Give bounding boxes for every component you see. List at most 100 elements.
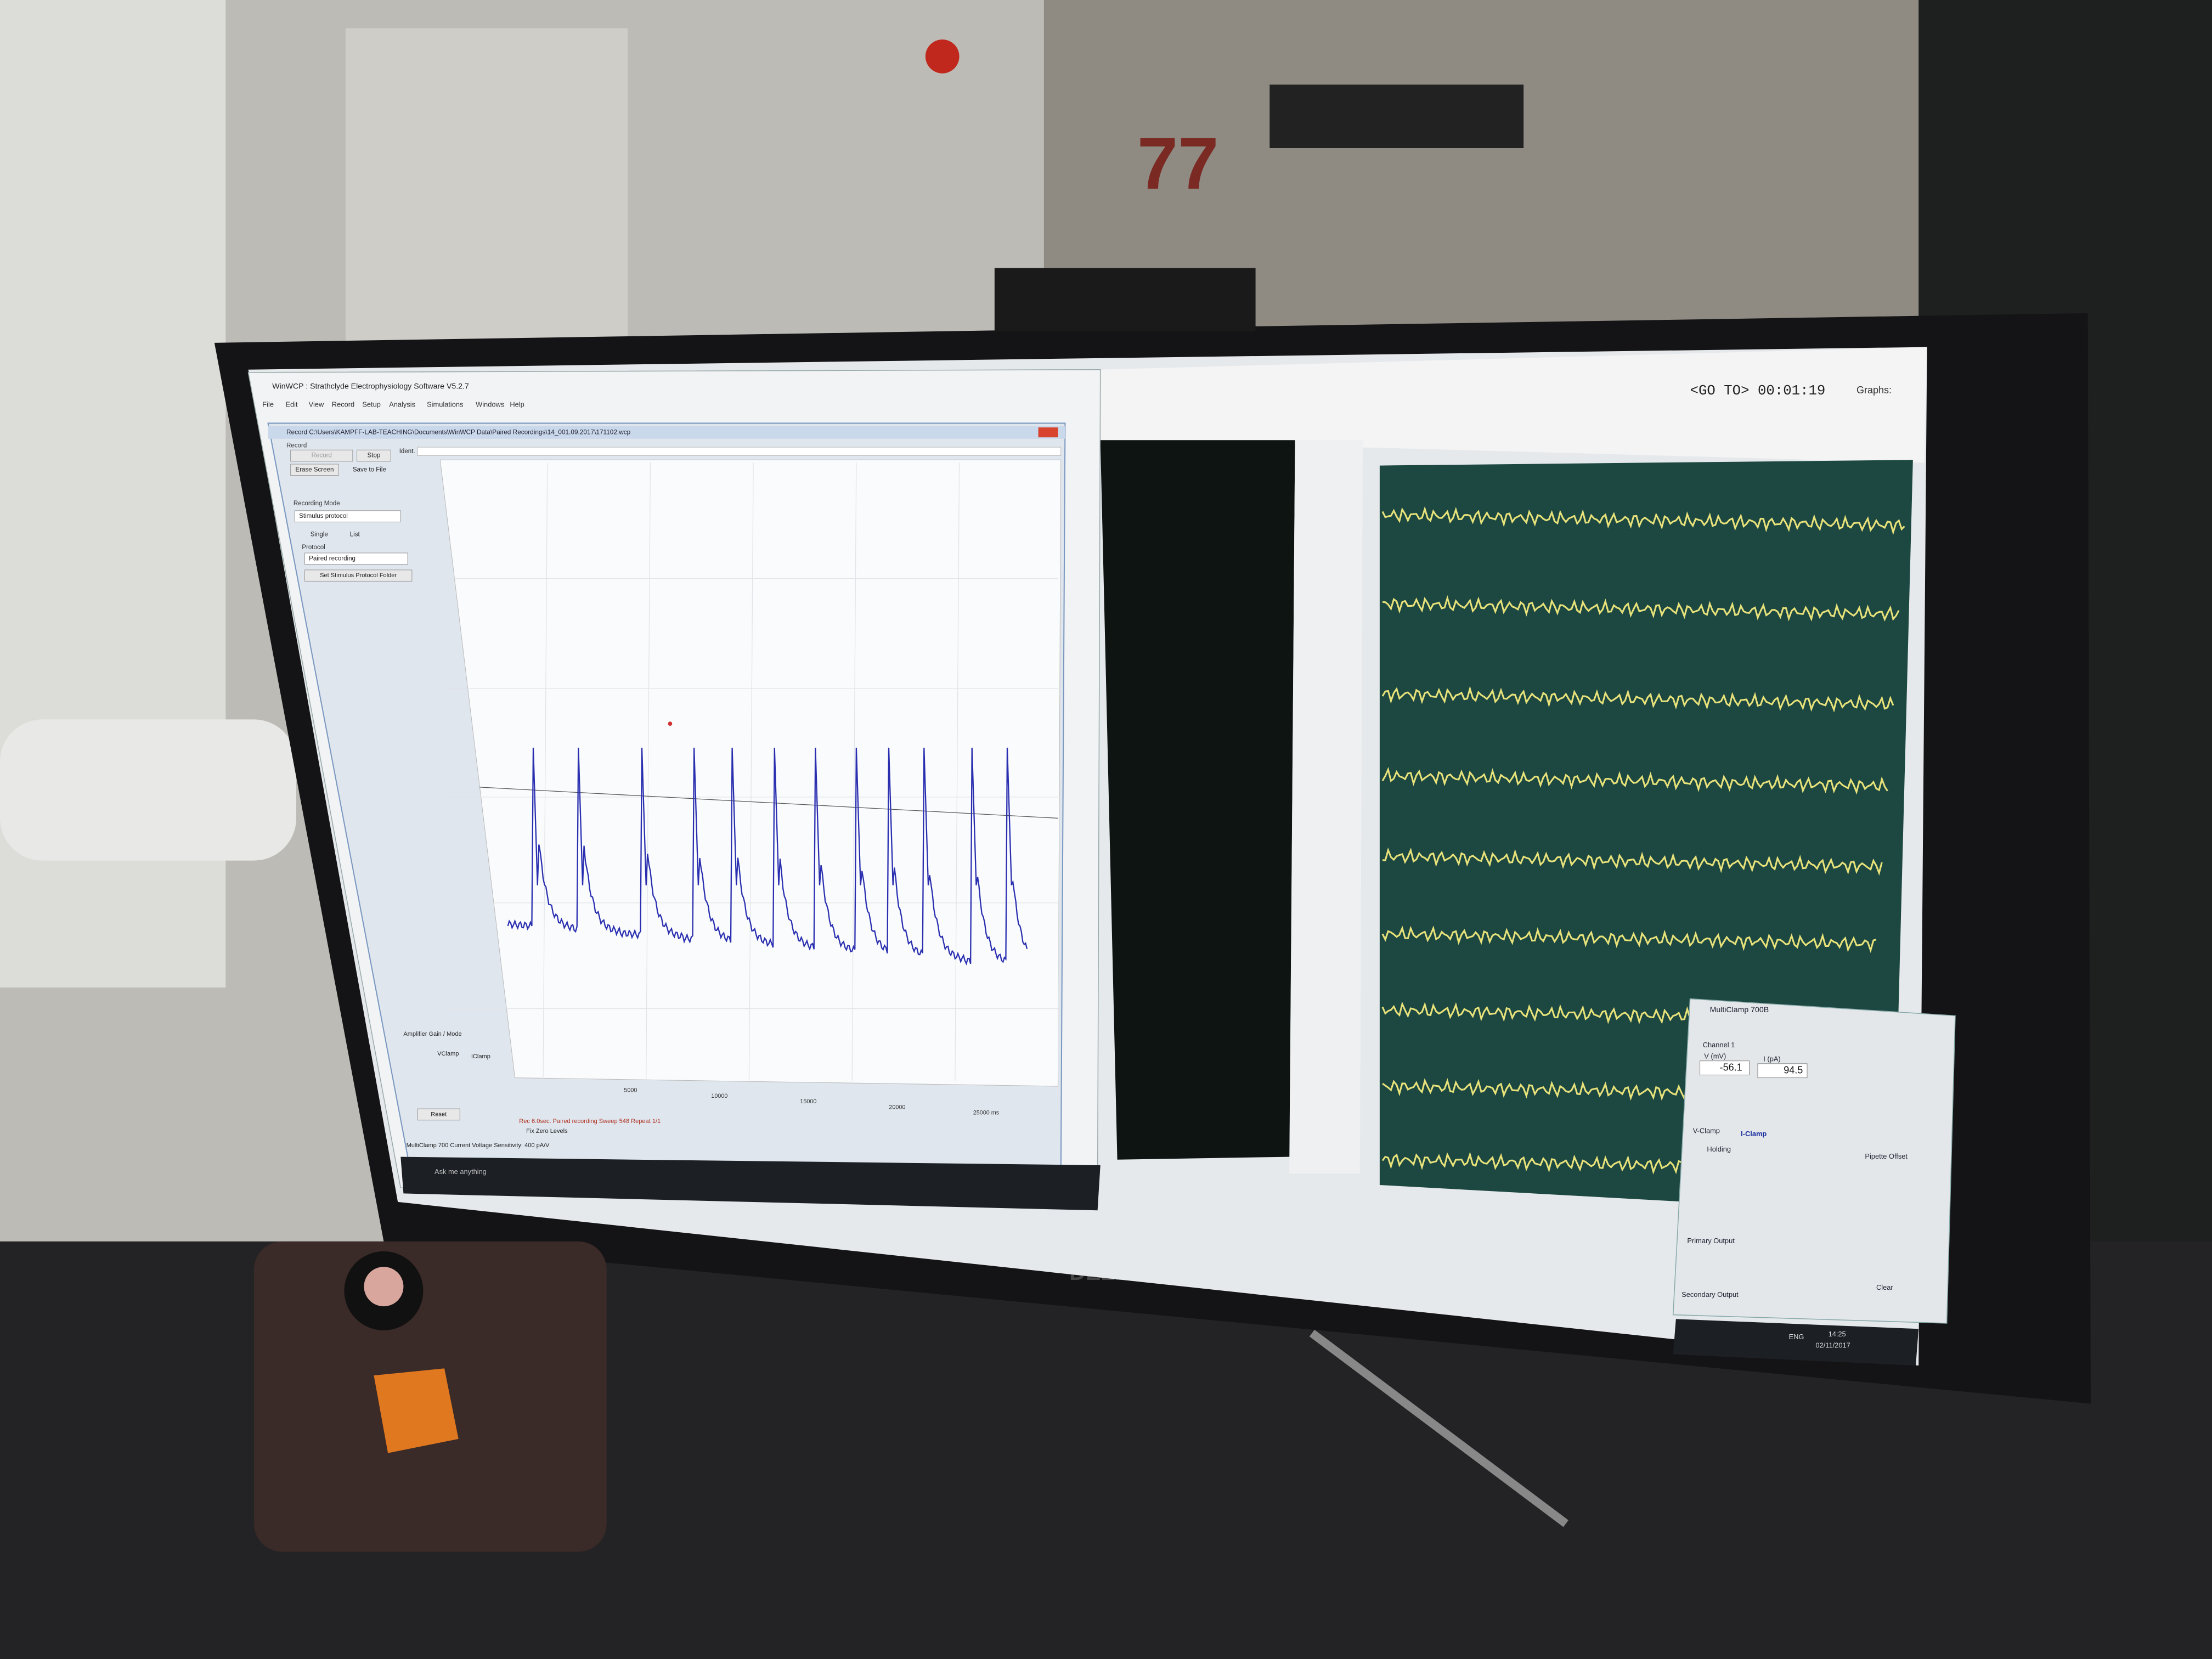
v-label: V (mV)	[1704, 1052, 1726, 1060]
protocol-select[interactable]	[304, 552, 408, 565]
zero-line	[479, 787, 1058, 819]
taskbar-language: ENG	[1789, 1333, 1804, 1341]
vclamp-tab[interactable]: V-Clamp	[1693, 1127, 1720, 1135]
i-readout-box	[1757, 1063, 1808, 1079]
footer-status: MultiClamp 700 Current Voltage Sensitivi…	[407, 1142, 550, 1149]
viewer-timer: <GO TO> 00:01:19	[1690, 383, 1826, 399]
x-tick-label: 15000	[800, 1098, 816, 1105]
grid-line	[1057, 462, 1063, 1081]
channel-label: Channel 1	[1703, 1041, 1735, 1049]
plot-grid	[444, 462, 1063, 1081]
black-panel	[1100, 440, 1295, 1160]
mode-value: Stimulus protocol	[299, 513, 348, 520]
grid-line	[646, 462, 651, 1081]
noise-trace	[1382, 595, 1900, 622]
stop-button[interactable]	[357, 449, 391, 462]
save-label: Save to File	[353, 466, 386, 473]
amplifier-label: Amplifier Gain / Mode	[403, 1031, 461, 1037]
status-line: Rec 6.0sec. Paired recording Sweep 548 R…	[519, 1118, 661, 1125]
noise-trace	[1381, 686, 1894, 713]
side-panel	[1289, 440, 1363, 1174]
x-tick-labels: 5000 10000 15000 20000 25000 ms	[624, 1087, 999, 1116]
app-title: WinWCP : Strathclyde Electrophysiology S…	[272, 381, 469, 390]
taskbar-right	[1673, 1319, 1919, 1366]
noise-trace	[1382, 847, 1883, 876]
door	[346, 28, 628, 353]
pipette-offset: Pipette Offset	[1865, 1152, 1908, 1160]
single-option: Single	[311, 532, 328, 538]
x-tick-label: 5000	[624, 1087, 637, 1094]
menu-item[interactable]: Simulations	[427, 400, 463, 408]
menu-item[interactable]: Help	[510, 400, 524, 408]
taskbar-time: 14:25	[1829, 1330, 1846, 1338]
zero-levels: Fix Zero Levels	[526, 1128, 568, 1135]
v-readout: -56.1	[1720, 1062, 1742, 1073]
record-button-label: Record	[312, 453, 332, 459]
taskbar	[400, 1156, 1101, 1211]
grid-line	[748, 462, 754, 1081]
axis-cube	[374, 1368, 459, 1453]
reset-button[interactable]	[417, 1108, 460, 1121]
x-tick-label: 20000	[889, 1104, 905, 1110]
search-box: Ask me anything	[435, 1167, 487, 1176]
clear-button[interactable]: Clear	[1876, 1283, 1893, 1291]
noise-trace	[1381, 926, 1877, 953]
v-readout-box	[1700, 1060, 1750, 1075]
menu-item[interactable]: Record	[332, 400, 354, 408]
cursor-dot	[668, 721, 673, 726]
erase-button[interactable]	[290, 464, 339, 476]
reset-label: Reset	[431, 1111, 447, 1118]
holding-label: Holding	[1707, 1145, 1731, 1153]
primary-output: Primary Output	[1687, 1237, 1735, 1245]
menu-item[interactable]: Analysis	[389, 400, 415, 408]
pen	[1309, 1329, 1568, 1527]
iclamp-tab[interactable]: I-Clamp	[1741, 1130, 1767, 1138]
viewer-toolbar	[1100, 347, 1927, 463]
ident-label: Ident.	[399, 448, 415, 455]
list-option: List	[350, 532, 360, 538]
vclamp-option: VClamp	[437, 1051, 459, 1057]
secondary-output: Secondary Output	[1681, 1290, 1739, 1299]
menu-bar: File Edit View Record Setup Analysis Simulatio…	[262, 400, 524, 408]
alarm	[925, 40, 960, 74]
viewer-graphs: Graphs:	[1857, 385, 1892, 396]
iclamp-option: IClamp	[471, 1053, 490, 1060]
grid-line	[543, 462, 548, 1081]
noise-trace	[1381, 766, 1888, 795]
sink	[0, 719, 296, 861]
menu-item[interactable]: View	[309, 400, 324, 408]
ident-field[interactable]	[417, 447, 1062, 456]
voltage-trace	[507, 747, 1028, 966]
close-button[interactable]	[1038, 427, 1058, 438]
monitor-stand	[994, 268, 1256, 332]
grid-line	[851, 462, 857, 1081]
noise-trace	[1381, 506, 1905, 535]
record-button[interactable]	[290, 449, 353, 462]
protocol-value: Paired recording	[309, 555, 356, 562]
equipment	[1269, 84, 1524, 148]
menu-item[interactable]: File	[262, 400, 274, 408]
i-label: I (pA)	[1763, 1055, 1780, 1063]
stop-button-label: Stop	[368, 453, 381, 459]
protocol-label: Protocol	[302, 544, 325, 551]
folder-button[interactable]	[304, 569, 413, 582]
menu-item[interactable]: Edit	[285, 400, 298, 408]
grid-line	[955, 462, 960, 1081]
door-sign: 77	[1137, 123, 1219, 205]
taskbar-date: 02/11/2017	[1815, 1341, 1850, 1350]
erase-button-label: Erase Screen	[295, 466, 334, 473]
record-window-title: Record C:\Users\KAMPFF-LAB-TEACHING\Docu…	[286, 428, 631, 436]
mode-select[interactable]	[294, 510, 401, 522]
record-titlebar	[268, 426, 1065, 439]
x-tick-label: 10000	[711, 1093, 727, 1099]
multiclamp-window	[1672, 998, 1956, 1324]
menu-item[interactable]: Windows	[476, 400, 504, 408]
record-group: Record	[286, 443, 307, 449]
x-tick-label: 25000 ms	[973, 1110, 999, 1116]
folder-button-label: Set Stimulus Protocol Folder	[320, 572, 397, 579]
i-readout: 94.5	[1784, 1064, 1803, 1075]
knob-cap	[364, 1267, 404, 1307]
menu-item[interactable]: Setup	[362, 400, 381, 408]
